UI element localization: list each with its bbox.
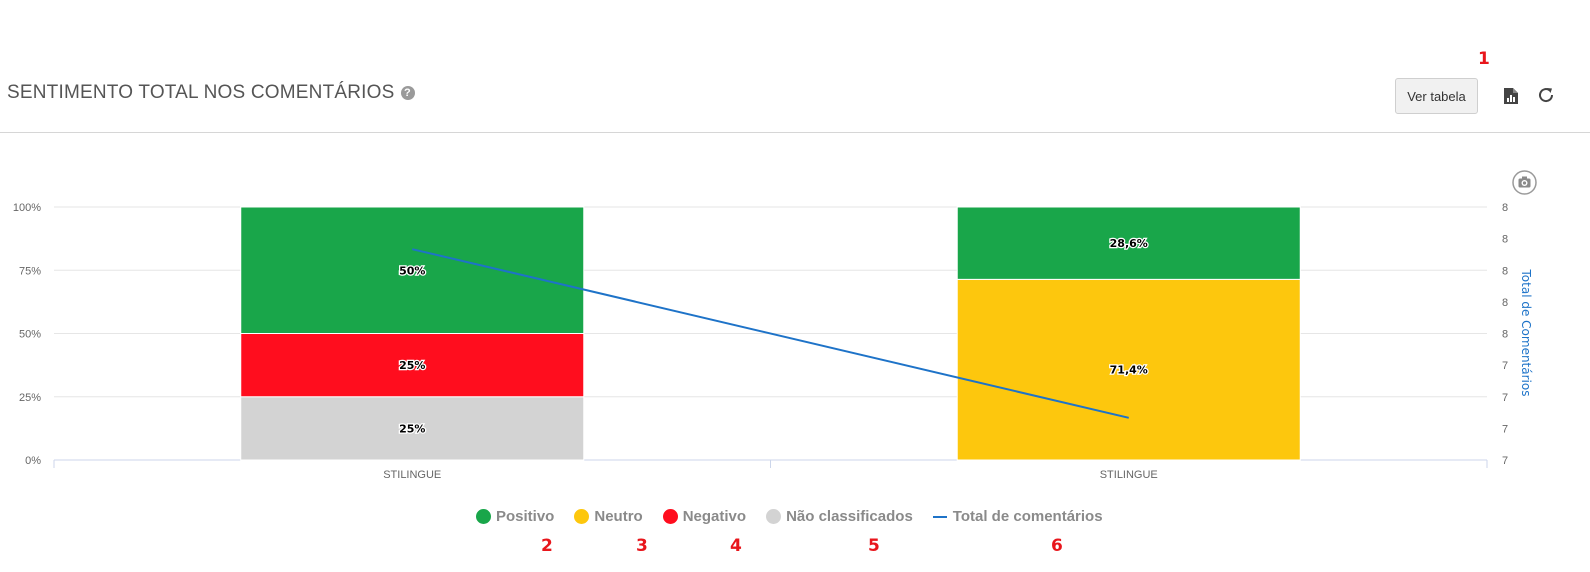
refresh-icon[interactable] bbox=[1537, 86, 1555, 104]
legend-marker-nao-classificados bbox=[766, 509, 782, 524]
y-tick-label: 100% bbox=[13, 202, 41, 214]
y2-tick-label: 8 bbox=[1502, 297, 1508, 309]
data-label: 71,4% bbox=[1110, 364, 1148, 377]
x-tick-label: STILINGUE bbox=[1100, 469, 1158, 481]
ver-tabela-button[interactable]: Ver tabela bbox=[1395, 78, 1478, 114]
y-tick-label: 75% bbox=[19, 265, 41, 277]
y2-tick-label: 7 bbox=[1502, 423, 1508, 435]
bar-segment bbox=[956, 278, 1301, 461]
legend-item-neutro[interactable]: Neutro bbox=[574, 508, 643, 525]
y-tick-label: 0% bbox=[25, 455, 41, 467]
legend-label-nao-classificados: Não classificados bbox=[786, 508, 913, 525]
annotation-2: 2 bbox=[541, 536, 553, 556]
y2-tick-label: 8 bbox=[1502, 234, 1508, 246]
sentiment-chart: 0% 25% 50% 75% 100% 25% 25% 50% STILINGUE 71,4% 28… bbox=[13, 202, 1533, 481]
legend-label-neutro: Neutro bbox=[594, 508, 643, 525]
bar-segment bbox=[956, 206, 1301, 280]
file-chart-icon[interactable] bbox=[1503, 87, 1519, 105]
legend-item-positivo[interactable]: Positivo bbox=[476, 508, 554, 525]
panel-header: SENTIMENTO TOTAL NOS COMENTÁRIOS ? bbox=[7, 82, 415, 104]
data-label: 25% bbox=[399, 422, 425, 435]
data-label: 25% bbox=[399, 359, 425, 372]
y2-tick-label: 8 bbox=[1502, 265, 1508, 277]
legend-marker-negativo bbox=[662, 509, 678, 524]
line-total-comentarios bbox=[412, 248, 1129, 419]
annotation-6: 6 bbox=[1051, 536, 1063, 556]
y2-tick-label: 8 bbox=[1502, 329, 1508, 341]
x-tick-label: STILINGUE bbox=[383, 469, 441, 481]
y2-tick-label: 7 bbox=[1502, 455, 1508, 467]
annotation-5: 5 bbox=[868, 536, 880, 556]
legend-item-total-comentarios[interactable]: Total de comentários bbox=[932, 508, 1103, 525]
legend-label-negativo: Negativo bbox=[682, 508, 747, 525]
annotation-1: 1 bbox=[1478, 49, 1490, 69]
legend-marker-total-comentarios bbox=[932, 515, 947, 518]
legend-label-positivo: Positivo bbox=[496, 508, 555, 525]
bar-segment bbox=[240, 206, 585, 334]
annotation-3: 3 bbox=[636, 536, 648, 556]
legend-marker-positivo bbox=[476, 509, 491, 524]
y-tick-label: 50% bbox=[19, 329, 41, 341]
y2-tick-label: 8 bbox=[1502, 202, 1508, 214]
chart-legend: Positivo Neutro Negativo Não classificad… bbox=[476, 508, 1103, 525]
annotation-4: 4 bbox=[730, 536, 742, 556]
bar-segment bbox=[240, 396, 585, 461]
header-divider bbox=[0, 132, 1590, 133]
legend-item-negativo[interactable]: Negativo bbox=[662, 508, 747, 525]
data-label: 28,6% bbox=[1110, 237, 1148, 250]
y2-tick-label: 7 bbox=[1502, 360, 1508, 372]
page-title: SENTIMENTO TOTAL NOS COMENTÁRIOS bbox=[7, 82, 395, 103]
legend-marker-neutro bbox=[574, 509, 590, 524]
legend-label-total-comentarios: Total de comentários bbox=[952, 508, 1103, 525]
y2-tick-label: 7 bbox=[1502, 392, 1508, 404]
y2-axis-title: Total de Comentários bbox=[1519, 269, 1533, 397]
y-tick-label: 25% bbox=[19, 392, 41, 404]
data-label: 50% bbox=[399, 264, 425, 277]
camera-icon[interactable] bbox=[1512, 170, 1537, 195]
question-circle-icon[interactable]: ? bbox=[400, 86, 415, 100]
legend-item-nao-classificados[interactable]: Não classificados bbox=[766, 508, 913, 525]
